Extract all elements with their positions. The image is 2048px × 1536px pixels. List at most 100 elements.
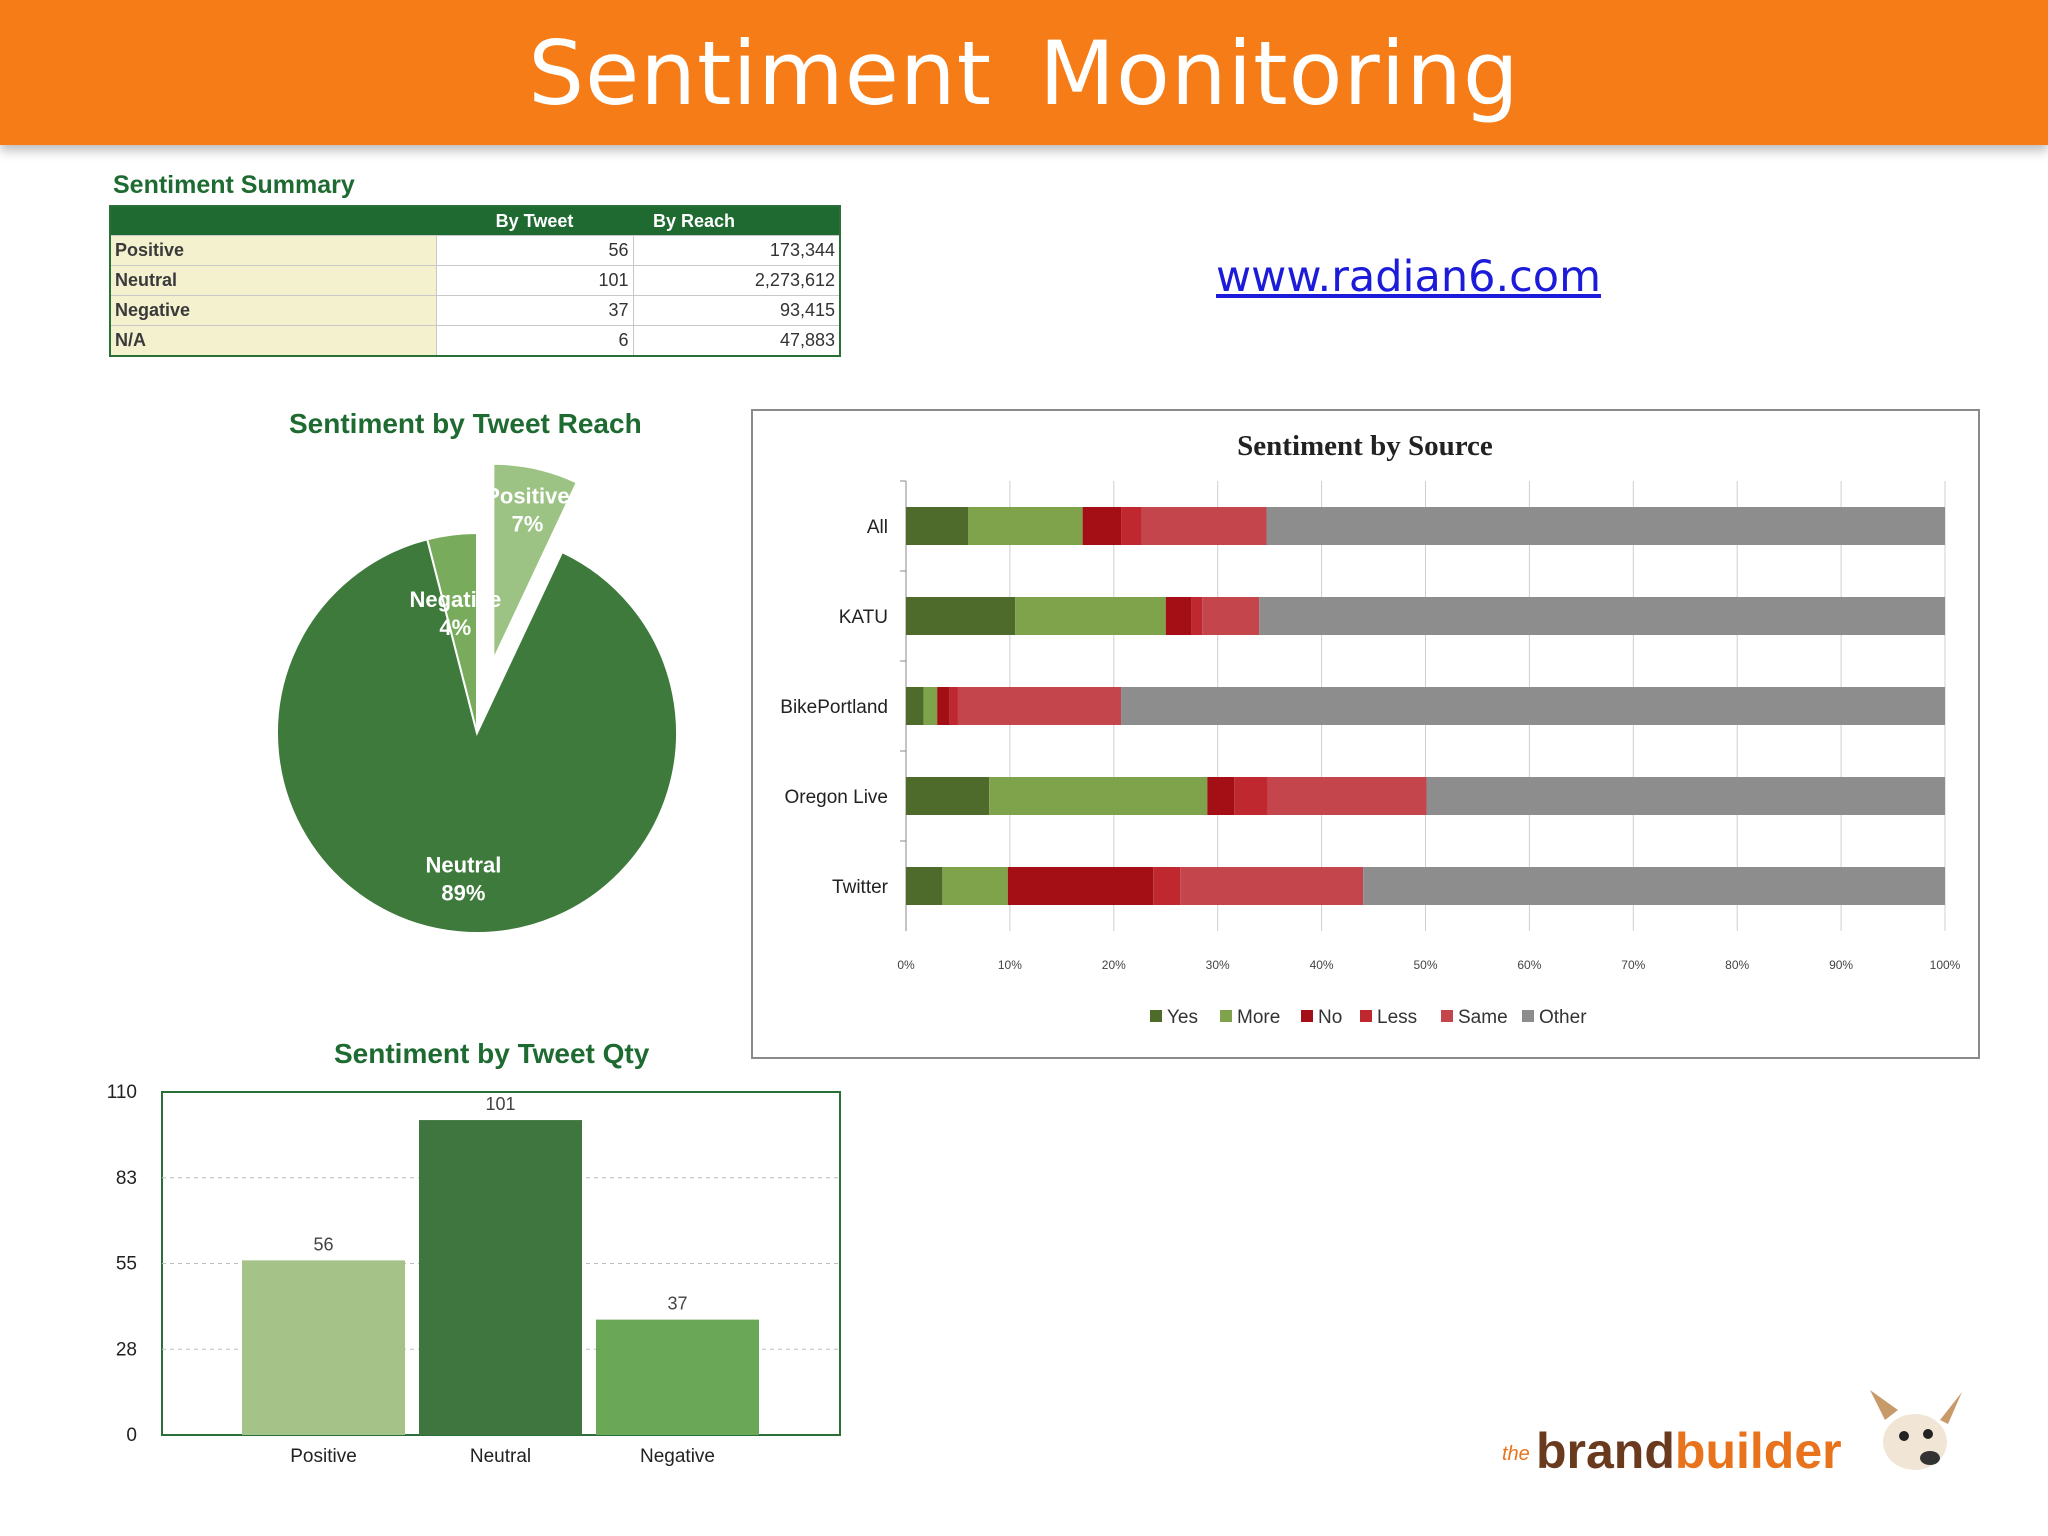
bar-segment-same bbox=[1180, 867, 1364, 905]
bar-segment-yes bbox=[906, 867, 943, 905]
row-label: Negative bbox=[109, 295, 437, 326]
bar-segment-no bbox=[1007, 867, 1154, 905]
x-tick-label: 60% bbox=[1517, 958, 1541, 972]
bar-segment-no bbox=[937, 687, 950, 725]
qty-chart-title: Sentiment by Tweet Qty bbox=[334, 1038, 650, 1069]
bar-segment-more bbox=[923, 687, 938, 725]
pie-slice-neutral bbox=[276, 538, 678, 934]
bar-segment-same bbox=[957, 687, 1122, 725]
row-label: Neutral bbox=[109, 265, 437, 296]
legend-label-less: Less bbox=[1377, 1007, 1417, 1028]
source-chart-frame: Sentiment by Source 0% 10% 20% 30% 40% 50% 60%… bbox=[751, 409, 1980, 1059]
by-tweet-cell: 101 bbox=[435, 265, 634, 296]
x-category-label: Positive bbox=[290, 1446, 357, 1467]
pie-value-neutral: 89% bbox=[441, 880, 485, 905]
bar-segment-yes bbox=[906, 597, 1016, 635]
page-title: Sentiment Monitoring bbox=[528, 22, 1520, 125]
by-tweet-cell: 56 bbox=[435, 235, 634, 266]
bar-segment-no bbox=[1165, 597, 1192, 635]
data-label: 101 bbox=[485, 1094, 515, 1114]
bar-segment-other bbox=[1426, 777, 1945, 815]
pie-value-positive: 7% bbox=[511, 512, 543, 537]
logo-text: brandbuilder bbox=[1536, 1423, 1842, 1479]
legend-swatch-same bbox=[1441, 1010, 1453, 1022]
bar-segment-yes bbox=[906, 687, 924, 725]
table-header-row: By Tweet By Reach bbox=[110, 206, 840, 236]
legend-swatch-other bbox=[1522, 1010, 1534, 1022]
x-tick-label: 10% bbox=[998, 958, 1022, 972]
data-label: 56 bbox=[313, 1234, 333, 1254]
bar-segment-other bbox=[1121, 687, 1945, 725]
pie-label-positive: Positive bbox=[485, 484, 569, 509]
title-bar: Sentiment Monitoring bbox=[0, 0, 2048, 145]
column-header bbox=[110, 206, 436, 236]
x-tick-label: 70% bbox=[1621, 958, 1645, 972]
bar-segment-less bbox=[1121, 507, 1142, 545]
row-label: Positive bbox=[109, 235, 437, 266]
logo-text-brand: brand bbox=[1536, 1423, 1675, 1479]
pie-slice-negative bbox=[426, 531, 478, 734]
legend-swatch-yes bbox=[1150, 1010, 1162, 1022]
logo-small-text: the bbox=[1502, 1443, 1530, 1465]
bar-segment-other bbox=[1266, 507, 1945, 545]
bar-segment-more bbox=[942, 867, 1008, 905]
y-tick-label: 83 bbox=[116, 1168, 137, 1189]
bar-segment-less bbox=[1153, 867, 1181, 905]
table-row: N/A 6 47,883 bbox=[109, 325, 841, 357]
y-category-label: KATU bbox=[839, 607, 888, 628]
x-tick-label: 40% bbox=[1310, 958, 1334, 972]
y-tick-label: 55 bbox=[116, 1254, 137, 1275]
x-category-label: Negative bbox=[640, 1446, 715, 1467]
y-tick-label: 110 bbox=[107, 1082, 137, 1103]
pie-label-negative: Negative bbox=[409, 587, 501, 612]
source-chart-title: Sentiment by Source bbox=[1237, 430, 1493, 462]
pie-label-neutral: Neutral bbox=[426, 852, 502, 877]
by-reach-cell: 173,344 bbox=[632, 235, 841, 266]
bar-segment-other bbox=[1259, 597, 1945, 635]
table-row: Negative 37 93,415 bbox=[109, 295, 841, 326]
bar-segment-yes bbox=[906, 777, 990, 815]
y-category-label: Oregon Live bbox=[784, 787, 888, 808]
bar-segment-less bbox=[1234, 777, 1268, 815]
y-category-label: BikePortland bbox=[780, 697, 888, 718]
legend-swatch-no bbox=[1301, 1010, 1313, 1022]
bar-segment-yes bbox=[906, 507, 969, 545]
sentiment-summary-table: By Tweet By Reach Positive 56 173,344 Ne… bbox=[109, 205, 841, 357]
bar-segment-more bbox=[989, 777, 1208, 815]
bar-segment-more bbox=[968, 507, 1083, 545]
legend-swatch-more bbox=[1220, 1010, 1232, 1022]
legend-label-yes: Yes bbox=[1167, 1007, 1198, 1028]
legend-label-same: Same bbox=[1458, 1007, 1508, 1028]
bar-segment-less bbox=[949, 687, 958, 725]
radian6-link[interactable]: www.radian6.com bbox=[1216, 252, 1601, 302]
y-category-label: All bbox=[867, 517, 888, 538]
x-tick-label: 90% bbox=[1829, 958, 1853, 972]
by-reach-cell: 93,415 bbox=[632, 295, 841, 326]
bar-segment-more bbox=[1015, 597, 1166, 635]
y-category-label: Twitter bbox=[832, 877, 889, 898]
by-reach-cell: 2,273,612 bbox=[632, 265, 841, 296]
dog-icon bbox=[1870, 1390, 1962, 1470]
bar-segment-same bbox=[1141, 507, 1267, 545]
bar-segment-same bbox=[1202, 597, 1260, 635]
pie-value-negative: 4% bbox=[439, 615, 471, 640]
x-tick-label: 50% bbox=[1413, 958, 1437, 972]
bar-positive bbox=[242, 1260, 405, 1435]
y-tick-label: 28 bbox=[116, 1339, 137, 1360]
pie-chart: Positive 7% Neutral 89% Negative 4% bbox=[276, 462, 678, 934]
data-label: 37 bbox=[667, 1294, 687, 1314]
source-stacked-bar-chart: Sentiment by Source 0% 10% 20% 30% 40% 50% 60%… bbox=[780, 430, 1961, 1028]
legend-label-no: No bbox=[1318, 1007, 1342, 1028]
table-row: Neutral 101 2,273,612 bbox=[109, 265, 841, 296]
by-tweet-cell: 6 bbox=[435, 325, 634, 357]
bar-segment-same bbox=[1267, 777, 1427, 815]
pie-slice-positive bbox=[492, 462, 579, 661]
bar-segment-other bbox=[1363, 867, 1945, 905]
x-category-label: Neutral bbox=[470, 1446, 531, 1467]
by-tweet-cell: 37 bbox=[435, 295, 634, 326]
bar-neutral bbox=[419, 1120, 582, 1435]
x-tick-label: 20% bbox=[1102, 958, 1126, 972]
qty-bar-chart: 0 28 55 83 110 56 Positive 101 Neutral 37 Negative bbox=[107, 1082, 841, 1467]
x-tick-label: 100% bbox=[1930, 958, 1961, 972]
y-tick-label: 0 bbox=[126, 1425, 137, 1446]
